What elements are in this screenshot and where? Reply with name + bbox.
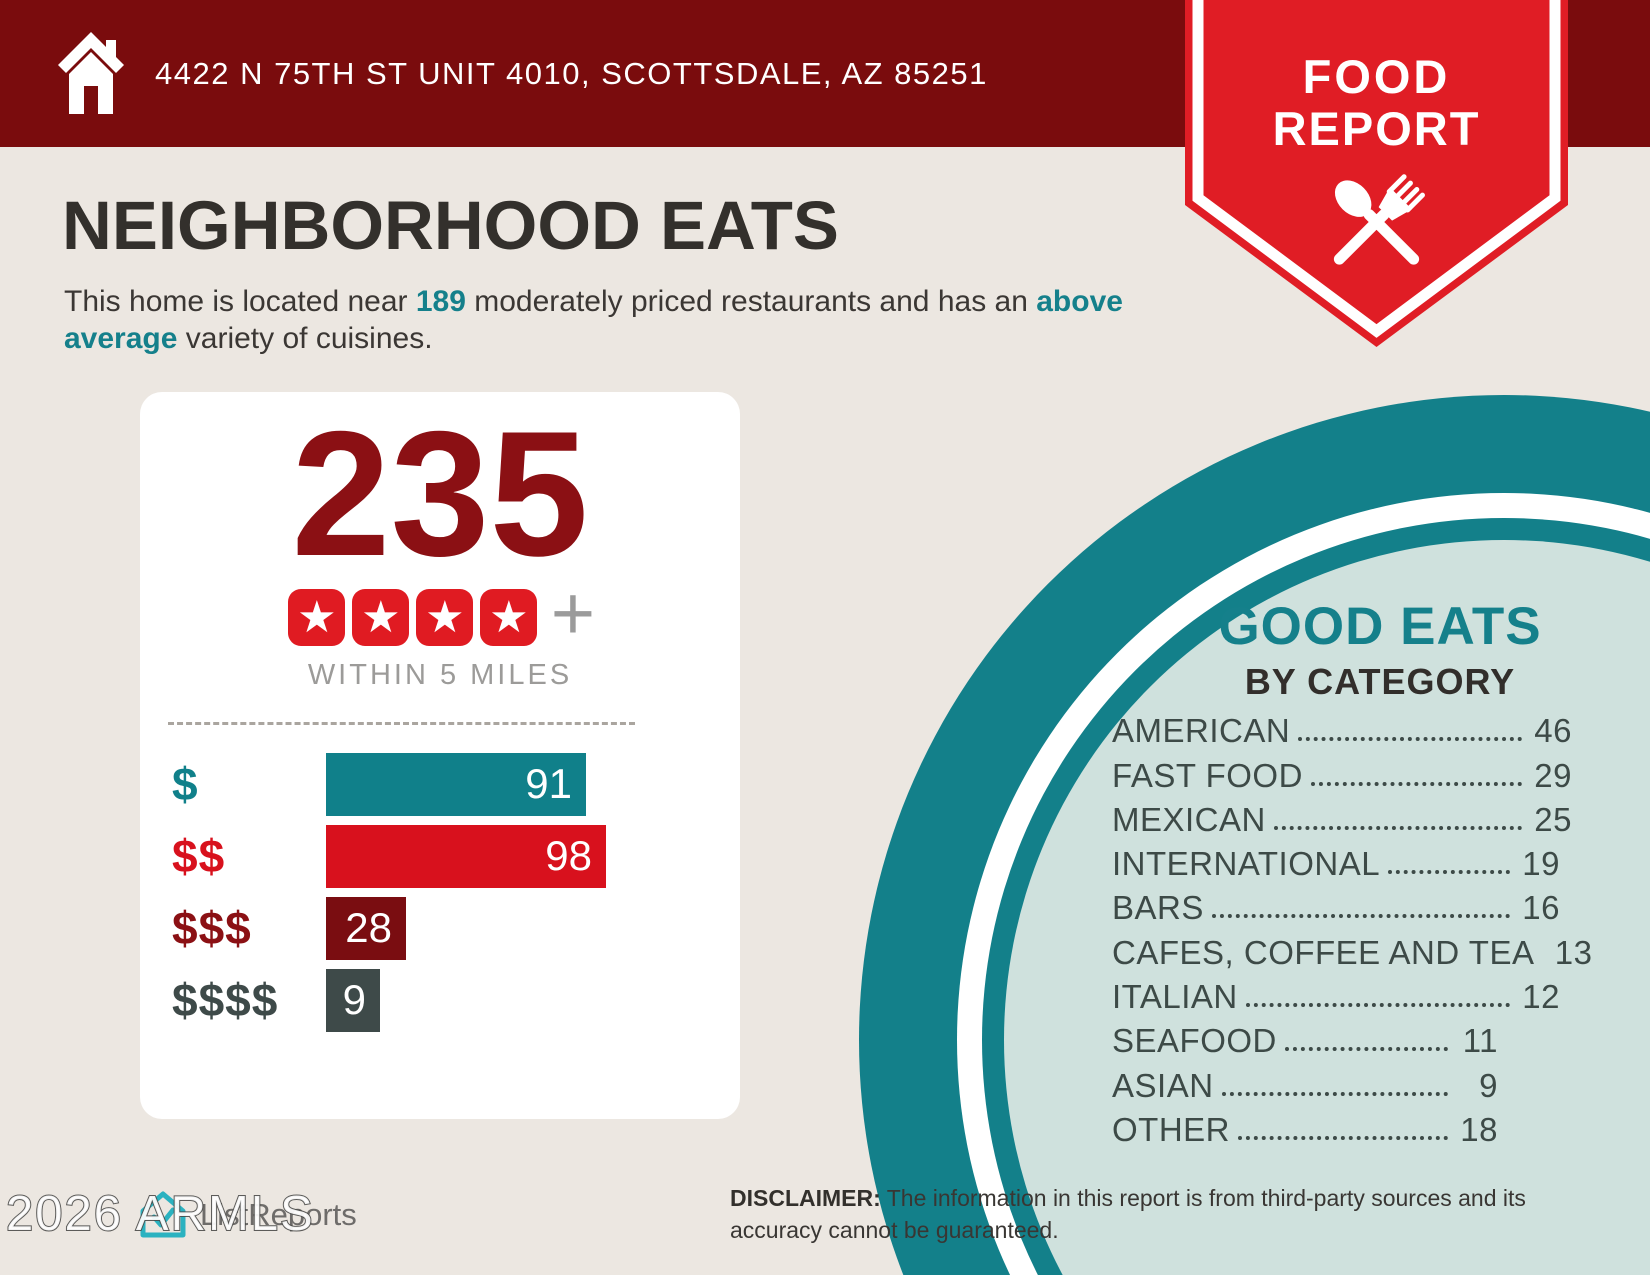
good-eats-header: GOOD EATS BY CATEGORY: [1150, 596, 1610, 703]
category-count: 16: [1522, 889, 1560, 927]
listreports-wordmark: ListReports: [200, 1197, 357, 1232]
star-icon: ★: [288, 589, 346, 647]
category-label: INTERNATIONAL: [1112, 845, 1381, 883]
category-label: ASIAN: [1112, 1066, 1214, 1104]
price-bar: 9: [326, 968, 380, 1032]
dotted-leader: [1310, 781, 1522, 786]
star-icon: ★: [416, 589, 474, 647]
price-bar: 28: [326, 896, 406, 960]
price-bar-row: $$ 98: [140, 824, 740, 888]
price-level-label: $: [172, 758, 199, 811]
price-bar-value: 28: [345, 904, 392, 952]
category-count: 19: [1522, 845, 1560, 883]
page-title: NEIGHBORHOOD EATS: [62, 187, 839, 264]
disclaimer-label: DISCLAIMER:: [730, 1185, 881, 1211]
price-bar: 98: [326, 824, 606, 888]
variety-highlight: above average: [64, 285, 1123, 355]
category-count: 18: [1460, 1110, 1498, 1148]
category-label: AMERICAN: [1112, 712, 1291, 750]
price-level-label: $$$: [172, 902, 252, 955]
dashed-divider: [168, 721, 635, 725]
intro-post: variety of cuisines.: [177, 321, 433, 355]
star-icon: ★: [480, 589, 538, 647]
category-row: MEXICAN 25: [1112, 799, 1572, 843]
armls-watermark: 2026 ARMLS: [5, 1186, 315, 1242]
category-row: ITALIAN 12: [1112, 976, 1572, 1020]
category-row: INTERNATIONAL 19: [1112, 843, 1572, 887]
category-label: OTHER: [1112, 1110, 1230, 1148]
star-rating: ★ ★ ★ ★ +: [140, 571, 740, 656]
dotted-leader: [1238, 1135, 1448, 1140]
category-row: FAST FOOD 29: [1112, 754, 1572, 798]
dotted-leader: [1245, 1003, 1510, 1008]
dotted-leader: [1221, 1091, 1448, 1096]
intro-pre: This home is located near: [64, 285, 416, 318]
category-row: BARS 16: [1112, 887, 1572, 931]
price-bar: 91: [326, 752, 586, 816]
dotted-leader: [1273, 825, 1522, 830]
price-level-bar-chart: $91 $$ 98 $$$ 28 $$$$ 9: [140, 752, 740, 1032]
intro-paragraph: This home is located near 189 moderately…: [64, 284, 1134, 357]
total-restaurants-number: 235: [291, 394, 589, 593]
spoon-fork-icon: [1333, 174, 1425, 265]
dotted-leader: [1284, 1047, 1448, 1052]
category-count: 25: [1534, 800, 1572, 838]
price-bar-row: $$$ 28: [140, 896, 740, 960]
property-address: 4422 N 75TH ST UNIT 4010, SCOTTSDALE, AZ…: [155, 55, 988, 91]
category-row: ASIAN 9: [1112, 1064, 1572, 1108]
dotted-leader: [1388, 870, 1510, 875]
good-eats-title: GOOD EATS: [1218, 597, 1542, 656]
category-label: SEAFOOD: [1112, 1022, 1277, 1060]
summary-card: 235 ★ ★ ★ ★ + WITHIN 5 MILES $91 $$ 98 $$$ 28 $$$…: [140, 392, 740, 1119]
category-label: BARS: [1112, 889, 1204, 927]
category-count: 12: [1522, 978, 1560, 1016]
category-count: 46: [1534, 712, 1572, 750]
disclaimer: DISCLAIMER: The information in this repo…: [730, 1182, 1540, 1246]
radius-label: WITHIN 5 MILES: [307, 658, 573, 691]
star-icon: ★: [352, 589, 410, 647]
category-row: OTHER 18: [1112, 1109, 1572, 1153]
category-row: AMERICAN 46: [1112, 710, 1572, 754]
price-bar-row: $91: [140, 752, 740, 816]
category-label: MEXICAN: [1112, 800, 1266, 838]
price-bar-row: $$$$ 9: [140, 968, 740, 1032]
price-level-label: $$$$: [172, 974, 279, 1027]
plus-icon: +: [550, 571, 596, 657]
badge-line2: REPORT: [1273, 102, 1481, 155]
category-count: 29: [1534, 756, 1572, 794]
price-bar-value: 98: [545, 832, 592, 880]
category-row: SEAFOOD 11: [1112, 1020, 1572, 1064]
restaurant-count-highlight: 189: [415, 285, 466, 318]
category-count: 9: [1479, 1066, 1498, 1104]
category-count: 13: [1554, 933, 1593, 971]
house-icon: [52, 28, 130, 123]
dotted-leader: [1298, 737, 1522, 742]
listreports-logo: ListReports: [136, 1190, 357, 1240]
category-label: CAFES, COFFEE AND TEA: [1112, 933, 1535, 971]
intro-mid: moderately priced restaurants and has an: [465, 285, 1037, 318]
category-label: ITALIAN: [1112, 978, 1238, 1016]
price-bar-value: 91: [525, 760, 572, 808]
price-level-label: $$: [172, 830, 226, 883]
price-bar-value: 9: [342, 976, 366, 1024]
category-list: AMERICAN 46 FAST FOOD 29 MEXICAN 25 INTERNATIO…: [1112, 710, 1592, 1153]
badge-line1: FOOD: [1303, 50, 1451, 103]
dotted-leader: [1211, 914, 1510, 919]
category-label: FAST FOOD: [1112, 756, 1303, 794]
category-count: 11: [1462, 1022, 1498, 1060]
disclaimer-text: The information in this report is from t…: [730, 1185, 1526, 1244]
food-report-ribbon: FOOD REPORT: [1185, 0, 1568, 377]
listreports-house-icon: [140, 1191, 186, 1238]
category-row: CAFES, COFFEE AND TEA 13: [1112, 931, 1592, 975]
good-eats-subtitle: BY CATEGORY: [1244, 661, 1516, 702]
